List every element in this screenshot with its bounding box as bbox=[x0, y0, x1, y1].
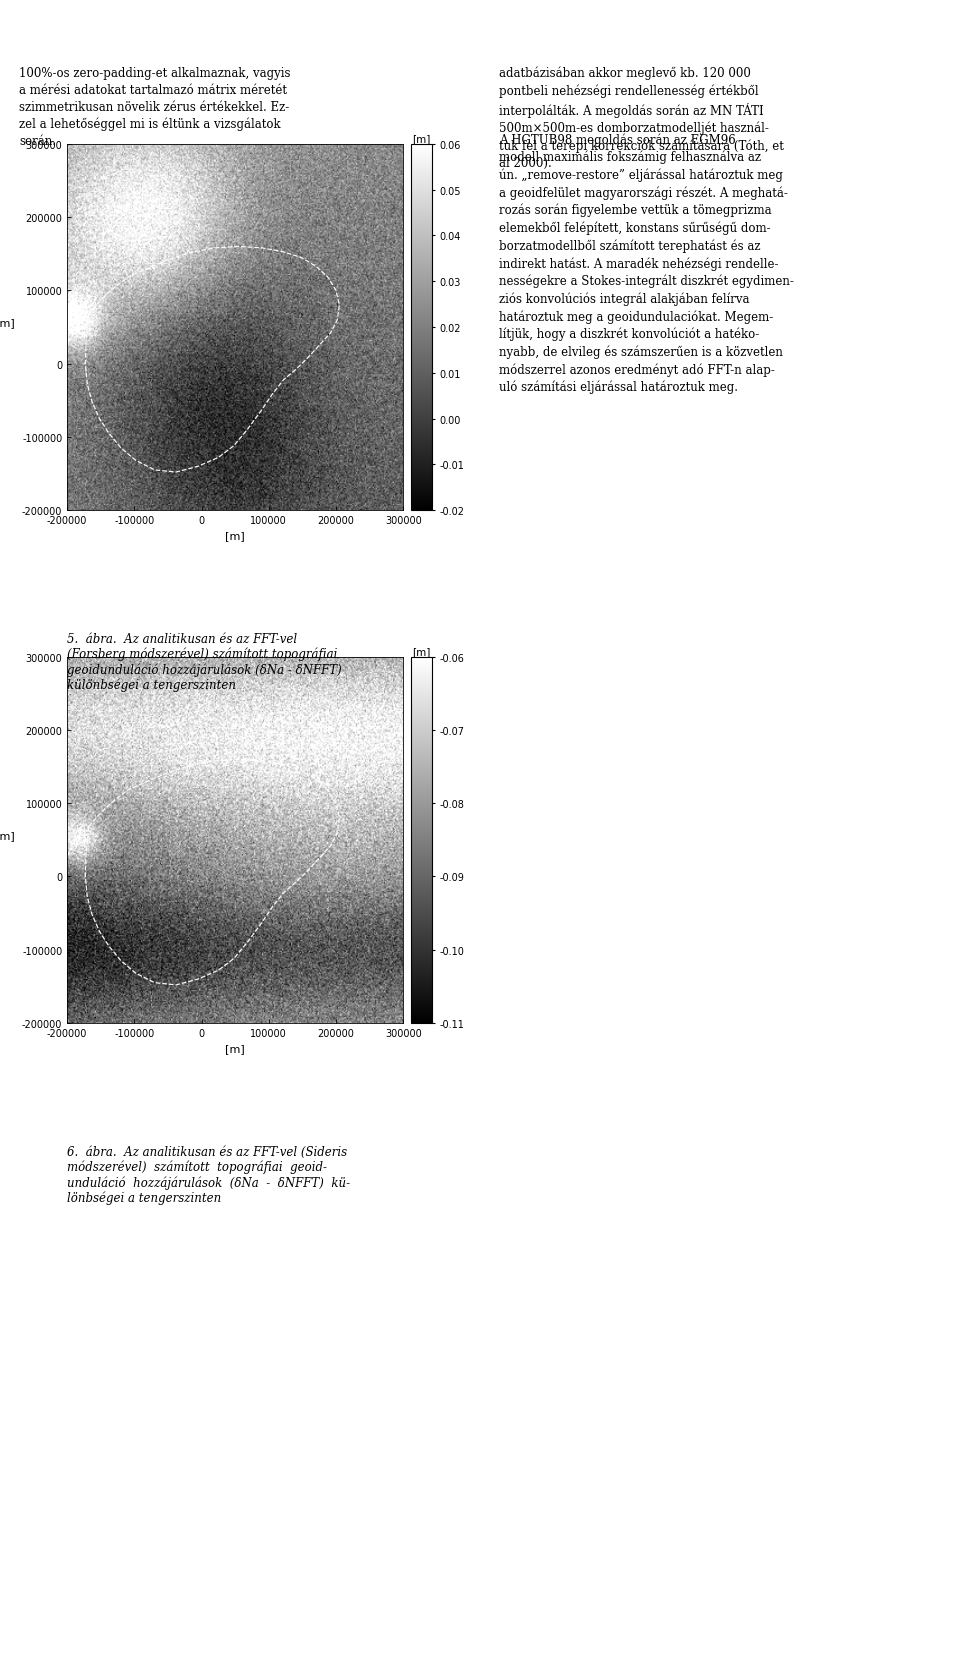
X-axis label: [m]: [m] bbox=[226, 1043, 245, 1053]
Text: 5.  ábra.  Az analitikusan és az FFT-vel
(Forsberg módszerével) számított topogr: 5. ábra. Az analitikusan és az FFT-vel (… bbox=[67, 632, 342, 692]
X-axis label: [m]: [m] bbox=[226, 531, 245, 541]
Title: [m]: [m] bbox=[412, 135, 431, 145]
Title: [m]: [m] bbox=[412, 647, 431, 657]
Text: A HGTUB98 megoldás során az EGM96
modell maximális fokszámig felhasználva az
ún.: A HGTUB98 megoldás során az EGM96 modell… bbox=[499, 133, 794, 394]
Text: 100%-os zero-padding-et alkalmaznak, vagyis
a mérési adatokat tartalmazó mátrix : 100%-os zero-padding-et alkalmaznak, vag… bbox=[19, 67, 291, 148]
Text: 6.  ábra.  Az analitikusan és az FFT-vel (Sideris
módszerével)  számított  topog: 6. ábra. Az analitikusan és az FFT-vel (… bbox=[67, 1145, 350, 1205]
Y-axis label: [m]: [m] bbox=[0, 318, 15, 328]
Text: adatbázisában akkor meglevő kb. 120 000
pontbeli nehézségi rendellenesség értékb: adatbázisában akkor meglevő kb. 120 000 … bbox=[499, 67, 784, 170]
Y-axis label: [m]: [m] bbox=[0, 830, 15, 840]
